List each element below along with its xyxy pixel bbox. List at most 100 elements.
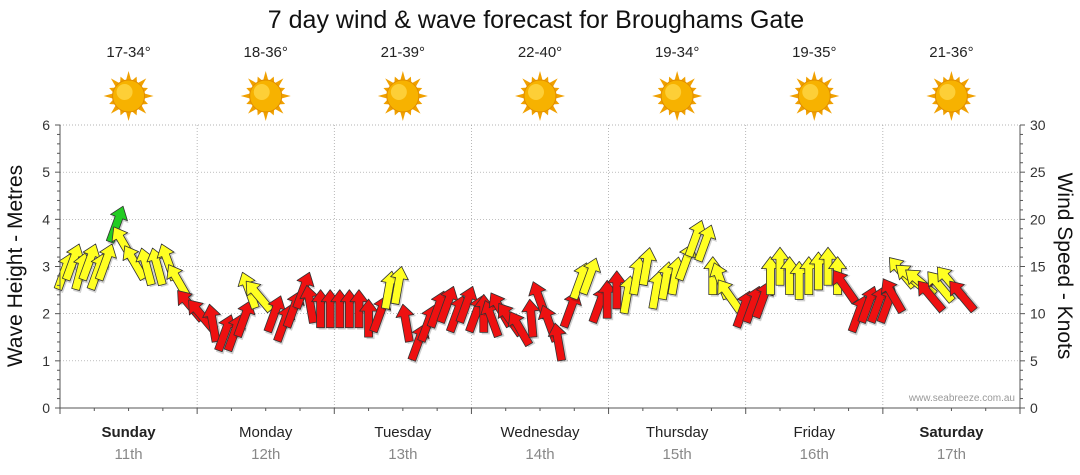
left-tick-label: 5 bbox=[42, 164, 50, 180]
sun-ray bbox=[965, 99, 971, 105]
wind-arrow bbox=[507, 311, 536, 348]
sun-ray bbox=[817, 76, 823, 83]
sun-icon bbox=[789, 71, 840, 121]
sun-icon bbox=[377, 71, 428, 121]
sun-ray bbox=[948, 71, 954, 81]
plot-area bbox=[53, 124, 1021, 409]
wind-arrow bbox=[579, 257, 602, 298]
wind-arrow-body bbox=[245, 280, 275, 314]
wind-arrow-body bbox=[521, 298, 541, 338]
wind-arrow bbox=[395, 303, 417, 344]
day-temperature: 18-36° bbox=[244, 44, 288, 61]
wind-arrow-body bbox=[547, 322, 567, 362]
sun-ray bbox=[657, 99, 664, 105]
sun-ray bbox=[553, 99, 560, 105]
sun-ray bbox=[805, 76, 811, 83]
day-temperature: 21-39° bbox=[381, 44, 425, 61]
left-axis-ticks: 0 1 2 3 4 5 6 bbox=[42, 117, 60, 416]
day-date-label: 14th bbox=[525, 446, 554, 463]
day-date-label: 13th bbox=[388, 446, 417, 463]
sun-ray bbox=[926, 93, 936, 99]
right-tick-label: 15 bbox=[1030, 259, 1046, 275]
sun-ray bbox=[103, 93, 113, 99]
chart-title: 7 day wind & wave forecast for Broughams… bbox=[268, 6, 804, 34]
wind-arrow-body bbox=[832, 270, 859, 305]
sun-ray bbox=[943, 76, 948, 83]
wind-arrow-body bbox=[559, 290, 582, 329]
wind-arrow bbox=[881, 278, 909, 315]
sun-ray bbox=[246, 87, 253, 93]
day-temperature: 19-35° bbox=[792, 44, 836, 61]
sun-ray bbox=[263, 71, 269, 81]
sun-ray bbox=[281, 93, 291, 99]
left-tick-label: 2 bbox=[42, 306, 50, 322]
sun-ray bbox=[120, 109, 125, 116]
wind-arrow-body bbox=[638, 247, 657, 287]
wind-arrow bbox=[832, 270, 862, 305]
sun-ray bbox=[269, 76, 275, 83]
wind-arrow-body bbox=[395, 303, 415, 343]
sun-ray bbox=[515, 93, 525, 99]
sun-ray bbox=[263, 111, 269, 121]
sun-ray bbox=[789, 93, 799, 99]
sun-ray bbox=[142, 99, 148, 105]
sun-ray bbox=[383, 87, 390, 93]
wind-arrow-body bbox=[694, 224, 717, 263]
sun-ray bbox=[657, 87, 664, 93]
sun-ray bbox=[418, 93, 428, 99]
sun-ray bbox=[377, 93, 388, 99]
right-axis-label: Wind Speed - Knots bbox=[1053, 173, 1076, 360]
sun-ray bbox=[394, 109, 400, 116]
sun-ray bbox=[805, 109, 811, 116]
day-date-label: 17th bbox=[937, 446, 966, 463]
sun-highlight bbox=[390, 84, 407, 100]
sun-ray bbox=[144, 93, 154, 99]
wind-arrow bbox=[233, 300, 257, 341]
sun-highlight bbox=[116, 84, 133, 100]
sun-ray bbox=[553, 87, 560, 93]
left-tick-label: 6 bbox=[42, 117, 50, 133]
day-date-label: 11th bbox=[115, 446, 143, 463]
wind-arrow-body bbox=[881, 278, 907, 315]
wind-arrow bbox=[917, 280, 949, 314]
sun-ray bbox=[827, 99, 834, 105]
sun-ray bbox=[948, 111, 954, 121]
sun-ray bbox=[652, 93, 662, 99]
sun-ray bbox=[109, 87, 115, 93]
day-temperature: 21-36° bbox=[929, 44, 973, 61]
sun-icon bbox=[240, 71, 291, 121]
day-temperature: 17-34° bbox=[106, 44, 150, 61]
sun-ray bbox=[537, 71, 543, 81]
wind-arrow-body bbox=[105, 205, 128, 244]
wind-arrow bbox=[638, 247, 659, 289]
sun-icon bbox=[103, 71, 154, 121]
sun-ray bbox=[142, 87, 148, 93]
wind-arrow-body bbox=[579, 257, 601, 296]
sun-ray bbox=[537, 111, 543, 121]
sun-ray bbox=[132, 109, 137, 116]
x-axis-ticks: Sunday 11th Monday 12th Tuesday 13th Wednesday… bbox=[59, 408, 1021, 463]
sun-ray bbox=[955, 76, 960, 83]
sun-highlight bbox=[802, 84, 819, 100]
wind-arrow bbox=[694, 224, 717, 265]
sun-ray bbox=[531, 109, 537, 116]
sun-ray bbox=[543, 76, 549, 83]
sun-ray bbox=[279, 87, 286, 93]
right-tick-label: 0 bbox=[1030, 400, 1038, 416]
right-tick-label: 5 bbox=[1030, 353, 1038, 369]
sun-ray bbox=[830, 93, 840, 99]
watermark: www.seabreeze.com.au bbox=[908, 393, 1015, 404]
sun-ray bbox=[965, 87, 971, 93]
sun-ray bbox=[674, 111, 680, 121]
day-temperature: 22-40° bbox=[518, 44, 562, 61]
day-name-label: Thursday bbox=[646, 424, 709, 441]
day-name-label: Friday bbox=[793, 424, 835, 441]
wind-arrow-body bbox=[233, 300, 256, 339]
sun-highlight bbox=[665, 84, 682, 100]
sun-ray bbox=[692, 93, 703, 99]
wind-arrow bbox=[559, 290, 583, 331]
sun-highlight bbox=[253, 84, 270, 100]
wind-arrow-body bbox=[292, 271, 315, 310]
sun-ray bbox=[967, 93, 977, 99]
sun-ray bbox=[132, 76, 137, 83]
